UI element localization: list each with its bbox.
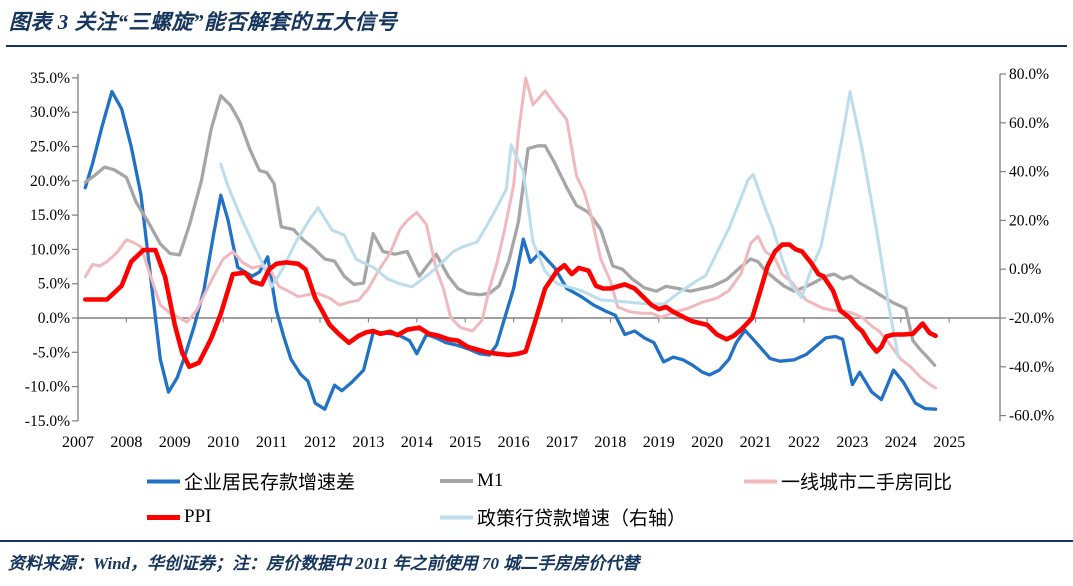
x-tick-label: 2017 xyxy=(546,434,578,451)
left-tick-label: 5.0% xyxy=(38,276,70,293)
legend-label-policy-bank-loans: 政策行贷款增速（右轴） xyxy=(477,508,687,530)
right-tick-label: 0.0% xyxy=(1009,261,1041,278)
x-tick-label: 2013 xyxy=(352,434,384,451)
series-tier1-resale-price xyxy=(83,76,938,390)
x-tick-label: 2011 xyxy=(256,434,287,451)
legend-swatch-policy-bank-loans xyxy=(440,515,473,519)
legend-swatch-tier1-resale-price xyxy=(744,479,777,483)
x-tick-label: 2020 xyxy=(691,434,723,451)
figure-title: 图表 3 关注“三螺旋”能否解套的五大信号 xyxy=(9,10,398,34)
x-tick-label: 2019 xyxy=(643,434,675,451)
legend-swatch-deposit-gap xyxy=(147,479,180,483)
source-note: 资料来源：Wind，华创证券；注：房价数据中 2011 年之前使用 70 城二手… xyxy=(8,554,640,573)
x-tick-label: 2015 xyxy=(449,434,481,451)
right-tick-label: 80.0% xyxy=(1009,66,1049,83)
legend-label-deposit-gap: 企业居民存款增速差 xyxy=(184,472,356,494)
legend-label-ppi: PPI xyxy=(184,506,212,527)
x-tick-label: 2023 xyxy=(836,434,868,451)
left-tick-label: 35.0% xyxy=(30,70,70,87)
legend-item-m1: M1 xyxy=(440,470,503,492)
left-tick-label: 30.0% xyxy=(30,104,70,121)
legend-swatch-m1 xyxy=(440,479,473,483)
x-tick-label: 2016 xyxy=(498,434,530,451)
x-tick-label: 2008 xyxy=(110,434,142,451)
left-tick-label: -5.0% xyxy=(33,344,71,361)
x-tick-label: 2012 xyxy=(304,434,336,451)
left-tick-label: 20.0% xyxy=(30,173,70,190)
left-tick-label: -10.0% xyxy=(25,379,70,396)
footer-divider xyxy=(0,540,1073,542)
right-tick-label: 40.0% xyxy=(1009,164,1049,181)
legend-swatch-ppi xyxy=(147,514,180,520)
series-m1 xyxy=(83,94,937,367)
left-tick-label: 25.0% xyxy=(30,139,70,156)
left-tick-label: -15.0% xyxy=(25,413,70,430)
legend-item-deposit-gap: 企业居民存款增速差 xyxy=(147,468,355,495)
x-tick-label: 2010 xyxy=(207,434,239,451)
x-tick-label: 2025 xyxy=(933,434,965,451)
legend-label-m1: M1 xyxy=(477,470,504,491)
x-tick-label: 2014 xyxy=(401,434,433,451)
series-policy-bank-loans xyxy=(219,90,900,359)
right-tick-label: -20.0% xyxy=(1009,310,1054,327)
legend-item-tier1-resale-price: 一线城市二手房同比 xyxy=(744,468,952,495)
right-tick-label: -60.0% xyxy=(1009,408,1054,425)
x-tick-label: 2022 xyxy=(788,434,820,451)
x-tick-label: 2007 xyxy=(62,434,94,451)
x-tick-label: 2024 xyxy=(885,434,917,451)
left-tick-label: 10.0% xyxy=(30,241,70,258)
right-tick-label: 60.0% xyxy=(1009,115,1049,132)
title-divider xyxy=(6,45,1067,47)
series-ppi xyxy=(83,242,938,370)
right-tick-label: -40.0% xyxy=(1009,359,1054,376)
x-tick-label: 2009 xyxy=(159,434,191,451)
legend-item-ppi: PPI xyxy=(147,506,211,528)
right-tick-label: 20.0% xyxy=(1009,212,1049,229)
left-tick-label: 15.0% xyxy=(30,207,70,224)
legend-item-policy-bank-loans: 政策行贷款增速（右轴） xyxy=(440,504,686,531)
x-tick-label: 2021 xyxy=(740,434,772,451)
legend-label-tier1-resale-price: 一线城市二手房同比 xyxy=(781,472,953,494)
x-tick-label: 2018 xyxy=(594,434,626,451)
series-deposit-gap xyxy=(83,89,938,411)
left-tick-label: 0.0% xyxy=(38,310,70,327)
